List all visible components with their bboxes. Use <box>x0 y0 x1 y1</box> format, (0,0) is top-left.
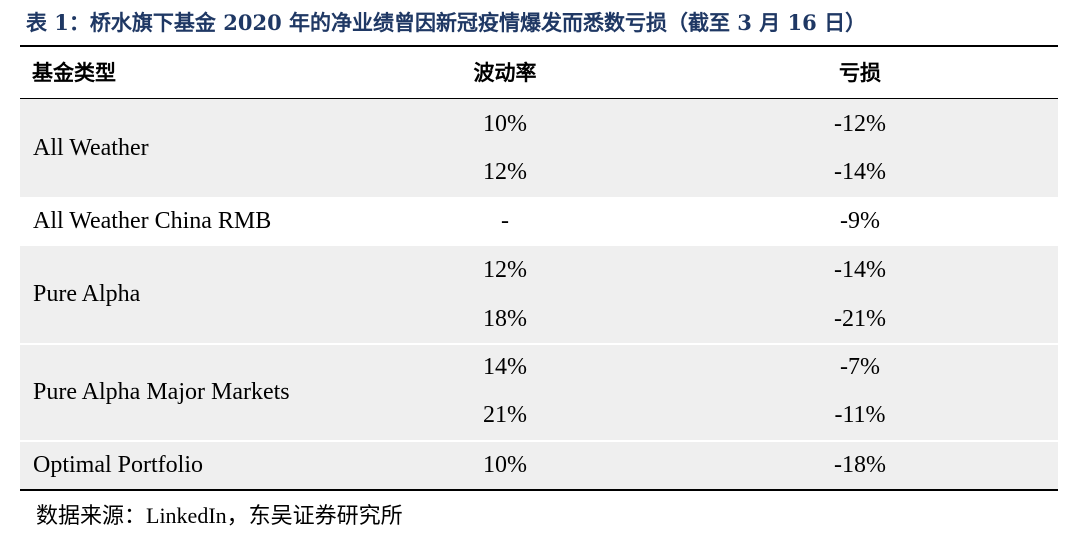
top-rule <box>20 45 1058 47</box>
volatility-cell: 12% <box>483 257 527 283</box>
table-title: 表 1：桥水旗下基金 2020 年的净业绩曾因新冠疫情爆发而悉数亏损（截至 3 … <box>26 10 867 35</box>
fund-name: All Weather <box>33 135 149 161</box>
row-separator <box>20 440 1058 442</box>
fund-name: All Weather China RMB <box>33 208 272 234</box>
volatility-cell: 12% <box>483 159 527 185</box>
loss-cell: -21% <box>834 306 886 332</box>
table-group-all-weather-china-rmb: All Weather China RMB - -9% <box>20 197 1058 246</box>
header-fund-type: 基金类型 <box>32 60 116 85</box>
table-group-all-weather: All Weather 10% -12% 12% -14% <box>20 99 1058 197</box>
header-rule <box>20 98 1058 99</box>
loss-cell: -9% <box>840 208 880 234</box>
bottom-rule <box>20 489 1058 491</box>
volatility-cell: 21% <box>483 402 527 428</box>
loss-cell: -14% <box>834 257 886 283</box>
source-note: 数据来源：LinkedIn，东吴证券研究所 <box>36 503 403 528</box>
table-group-pure-alpha: Pure Alpha 12% -14% 18% -21% <box>20 246 1058 343</box>
volatility-cell: 10% <box>483 452 527 478</box>
volatility-cell: 10% <box>483 111 527 137</box>
volatility-cell: 18% <box>483 306 527 332</box>
loss-cell: -12% <box>834 111 886 137</box>
loss-cell: -18% <box>834 452 886 478</box>
volatility-cell: 14% <box>483 354 527 380</box>
row-separator <box>20 343 1058 345</box>
fund-name: Optimal Portfolio <box>33 452 203 478</box>
fund-name: Pure Alpha Major Markets <box>33 379 290 405</box>
volatility-cell: - <box>501 208 509 234</box>
table-group-optimal-portfolio: Optimal Portfolio 10% -18% <box>20 442 1058 489</box>
loss-cell: -7% <box>840 354 880 380</box>
header-loss: 亏损 <box>839 60 881 85</box>
header-volatility: 波动率 <box>473 60 537 85</box>
fund-name: Pure Alpha <box>33 281 141 307</box>
loss-cell: -11% <box>834 402 886 428</box>
table-group-pure-alpha-major-markets: Pure Alpha Major Markets 14% -7% 21% -11… <box>20 345 1058 440</box>
table-header: 基金类型 波动率 亏损 <box>20 47 1058 98</box>
loss-cell: -14% <box>834 159 886 185</box>
